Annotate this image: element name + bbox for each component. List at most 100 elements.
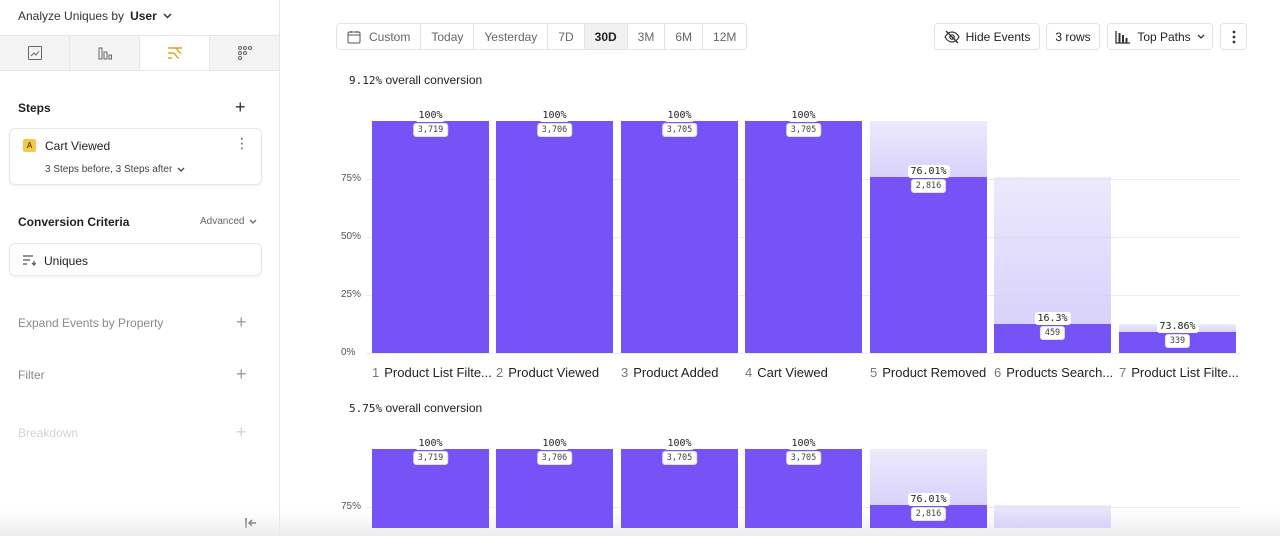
chart1-data-label: 73.86% 339 bbox=[1156, 319, 1199, 348]
chart1-step-name: Product Viewed bbox=[508, 365, 600, 380]
date-range-3m[interactable]: 3M bbox=[627, 24, 666, 49]
chart1-bar bbox=[621, 121, 738, 353]
chart2-count-label: 3,719 bbox=[412, 451, 449, 465]
chart1-bar bbox=[745, 121, 862, 353]
analyze-value: User bbox=[130, 9, 157, 23]
chart1-bar bbox=[870, 176, 987, 353]
step-menu-icon[interactable]: ⋮ bbox=[235, 135, 249, 151]
sort-lines-icon bbox=[23, 255, 36, 266]
chart1-step-label: 7 Product List Filte... bbox=[1119, 365, 1240, 380]
chart1-step-name: Product Added bbox=[633, 365, 719, 380]
chart2-ghost-bar bbox=[994, 504, 1111, 528]
step-badge: A bbox=[23, 139, 36, 152]
chart1-ytick: 50% bbox=[341, 231, 362, 242]
chart2-data-label: 100% 3,705 bbox=[661, 437, 698, 465]
criteria-card[interactable]: Uniques bbox=[9, 243, 262, 276]
tab-grid[interactable] bbox=[210, 36, 279, 70]
chart1-count-label: 2,816 bbox=[910, 178, 947, 193]
rows-button[interactable]: 3 rows bbox=[1046, 23, 1100, 50]
chart1-ytick: 75% bbox=[341, 173, 362, 184]
chart-type-tabs bbox=[0, 35, 279, 71]
chart2-ytick: 75% bbox=[341, 501, 362, 512]
chart1-bar bbox=[372, 121, 489, 353]
hide-events-button[interactable]: Hide Events bbox=[934, 23, 1040, 50]
chart1-pct-label: 76.01% bbox=[907, 164, 950, 178]
breakdown-title: Breakdown bbox=[18, 426, 79, 440]
chart2-pct-label: 100% bbox=[539, 437, 570, 450]
chart1-step-number: 7 bbox=[1119, 365, 1127, 380]
tab-bars[interactable] bbox=[70, 36, 140, 70]
chevron-down-icon bbox=[250, 219, 257, 224]
tab-flows[interactable] bbox=[140, 36, 210, 70]
criteria-value: Uniques bbox=[44, 254, 89, 268]
step-detail-selector[interactable]: 3 Steps before, 3 Steps after bbox=[45, 164, 185, 175]
chart1-pct-label: 73.86% bbox=[1156, 319, 1199, 333]
chart1-count-label: 459 bbox=[1039, 326, 1066, 341]
chart1-data-label: 100% 3,705 bbox=[661, 109, 698, 137]
add-filter-button[interactable]: + bbox=[236, 364, 247, 384]
chart1-count-label: 3,719 bbox=[412, 123, 449, 137]
chart1-step-label: 6 Products Search... bbox=[994, 365, 1115, 380]
chart1-pct-label: 16.3% bbox=[1034, 312, 1071, 326]
analyze-by-selector[interactable]: Analyze Uniques by User bbox=[18, 9, 172, 23]
date-range-today[interactable]: Today bbox=[421, 24, 475, 49]
date-range-7d[interactable]: 7D bbox=[548, 24, 585, 49]
collapse-sidebar-icon[interactable] bbox=[245, 517, 258, 532]
chart1-pct-label: 100% bbox=[788, 109, 819, 122]
chart1-count-label: 3,705 bbox=[661, 123, 698, 137]
chart2-count-label: 3,705 bbox=[661, 451, 698, 465]
chart1-step-name: Product List Filte... bbox=[1131, 365, 1239, 380]
add-expand-button[interactable]: + bbox=[236, 312, 247, 332]
chart2-data-label: 76.01% 2,816 bbox=[907, 492, 950, 521]
date-range-30d[interactable]: 30D bbox=[584, 24, 628, 49]
chart2-count-label: 2,816 bbox=[910, 506, 947, 521]
add-breakdown-button[interactable]: + bbox=[236, 422, 247, 442]
date-range-bar: Custom Today Yesterday 7D 30D 3M 6M 12M bbox=[336, 23, 748, 50]
chart2-pct-label: 100% bbox=[415, 437, 446, 450]
more-options-icon[interactable] bbox=[1220, 23, 1247, 50]
steps-title: Steps bbox=[18, 101, 51, 115]
chart2-pct-label: 100% bbox=[788, 437, 819, 450]
chart1-step-label: 5 Product Removed bbox=[870, 365, 991, 380]
date-custom-button[interactable]: Custom bbox=[337, 24, 422, 49]
chart1-step-label: 2 Product Viewed bbox=[496, 365, 617, 380]
chart1-data-label: 100% 3,705 bbox=[785, 109, 822, 137]
chart1-pct-label: 100% bbox=[664, 109, 695, 122]
chart2-conversion-pct: 5.75% bbox=[349, 402, 383, 415]
chart2-data-label: 100% 3,705 bbox=[785, 437, 822, 465]
chart2-count-label: 3,706 bbox=[536, 451, 573, 465]
chart2-data-label: 100% 3,719 bbox=[412, 437, 449, 465]
chart1-data-label: 76.01% 2,816 bbox=[907, 164, 950, 193]
chart1-step-label: 1 Product List Filte... bbox=[372, 365, 493, 380]
chart1-step-number: 6 bbox=[994, 365, 1002, 380]
chart1-gridline bbox=[366, 353, 1240, 354]
chart1-step-name: Products Search... bbox=[1006, 365, 1114, 380]
chart1-count-label: 3,705 bbox=[785, 123, 822, 137]
analyze-prefix: Analyze Uniques by bbox=[18, 9, 125, 23]
tab-insights[interactable] bbox=[0, 36, 70, 70]
view-mode-label: Top Paths bbox=[1137, 29, 1191, 44]
flows-icon bbox=[167, 46, 182, 59]
date-range-12m[interactable]: 12M bbox=[703, 24, 747, 49]
chart1-bar bbox=[496, 121, 613, 353]
chart2-conversion-suffix: overall conversion bbox=[385, 401, 483, 415]
chart1-conversion-suffix: overall conversion bbox=[385, 73, 483, 87]
chart1-step-number: 5 bbox=[870, 365, 878, 380]
criteria-mode-selector[interactable]: Advanced bbox=[200, 216, 257, 227]
chart2-conversion-title: 5.75% overall conversion bbox=[349, 401, 482, 415]
eye-off-icon bbox=[943, 30, 960, 43]
chart2-data-label: 100% 3,706 bbox=[536, 437, 573, 465]
chart1-ytick: 25% bbox=[341, 289, 362, 300]
filter-title: Filter bbox=[18, 368, 45, 382]
add-step-button[interactable]: + bbox=[235, 97, 246, 117]
chart2-pct-label: 76.01% bbox=[907, 492, 950, 506]
chart1-ytick: 0% bbox=[341, 347, 356, 358]
step-card[interactable]: A Cart Viewed ⋮ 3 Steps before, 3 Steps … bbox=[9, 128, 262, 185]
chart1-count-label: 3,706 bbox=[536, 123, 573, 137]
view-mode-selector[interactable]: Top Paths bbox=[1107, 23, 1213, 50]
criteria-mode-label: Advanced bbox=[200, 216, 245, 227]
date-range-yesterday[interactable]: Yesterday bbox=[474, 24, 549, 49]
expand-events-title: Expand Events by Property bbox=[18, 316, 164, 330]
chevron-down-icon bbox=[177, 167, 185, 172]
date-range-6m[interactable]: 6M bbox=[665, 24, 704, 49]
